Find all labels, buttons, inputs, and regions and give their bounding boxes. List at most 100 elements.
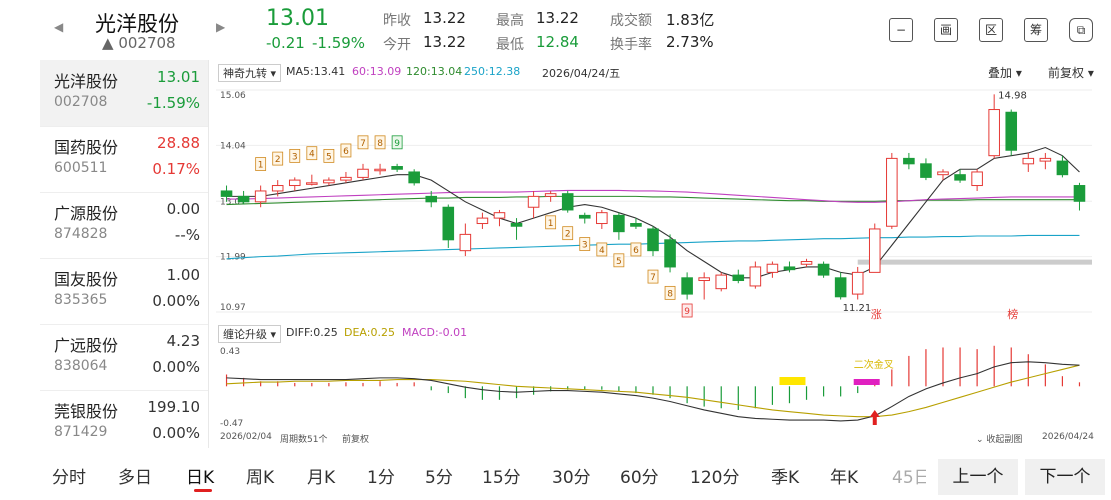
candle xyxy=(1056,155,1069,178)
watchlist-item-price: 199.10 xyxy=(147,398,201,416)
candle xyxy=(340,171,352,183)
candle-body xyxy=(1039,157,1052,162)
period-tab[interactable]: 分时 xyxy=(52,468,86,488)
chips-icon[interactable]: 筹 xyxy=(1024,18,1048,42)
watchlist-item-code: 874828 xyxy=(54,226,108,242)
candle-body xyxy=(664,239,676,268)
period-tab[interactable]: 60分 xyxy=(620,468,659,488)
period-tab[interactable]: 1分 xyxy=(367,468,395,488)
period-tab[interactable]: 45日 xyxy=(892,468,926,488)
stock-name: 光洋股份 xyxy=(95,12,179,36)
ma120-label: 120:13.04 xyxy=(406,65,463,78)
candle xyxy=(698,272,710,300)
watchlist-item-price: 13.01 xyxy=(157,68,200,86)
period-tabs: 分时 多日 日K 周K 月K 1分 5分 15分 30分 60分 120分 季K 年K 45日 上一个 下一个 xyxy=(40,455,1111,500)
watchlist-item[interactable]: 光洋股份 002708 13.01 -1.59% xyxy=(40,60,208,127)
watchlist-item-name: 国友股份 xyxy=(54,270,119,289)
indicator-select[interactable]: 神奇九转 ▾ xyxy=(218,64,282,82)
nine-turn-bottom-num: 1 xyxy=(548,219,554,229)
candle xyxy=(715,272,728,292)
watchlist-item[interactable]: 莞银股份 871429 199.10 0.00% xyxy=(40,390,208,456)
watchlist-item[interactable]: 广远股份 838064 4.23 0.00% xyxy=(40,324,208,391)
prev-stock-button[interactable]: 上一个 xyxy=(938,459,1018,495)
period-tab[interactable]: 30分 xyxy=(552,468,591,488)
next-stock-button[interactable]: 下一个 xyxy=(1025,459,1105,495)
overlay-dropdown[interactable]: 叠加 ▾ xyxy=(988,66,1022,80)
candle-body xyxy=(306,182,318,185)
stat-label: 最高 xyxy=(496,13,524,29)
candle xyxy=(510,218,523,240)
period-tab[interactable]: 5分 xyxy=(425,468,453,488)
period-tab[interactable]: 周K xyxy=(246,468,275,488)
candle-body xyxy=(698,277,710,282)
candle-body xyxy=(1073,185,1086,202)
watchlist-item-code: 002708 xyxy=(54,94,108,110)
interval-icon[interactable]: 区 xyxy=(979,18,1003,42)
candle xyxy=(630,218,642,229)
period-tab[interactable]: 120分 xyxy=(690,468,740,488)
adjust-dropdown[interactable]: 前复权 ▾ xyxy=(1048,66,1094,80)
period-tab[interactable]: 月K xyxy=(307,468,336,488)
lower-indicator-select[interactable]: 缠论升级 ▾ xyxy=(218,325,282,343)
diff-line xyxy=(226,361,1080,422)
candle xyxy=(374,163,386,175)
stat-label: 换手率 xyxy=(610,37,652,53)
nine-turn-top-num: 1 xyxy=(258,161,264,171)
minus-icon[interactable]: − xyxy=(889,18,913,42)
stat-value: 13.22 xyxy=(423,33,466,51)
nine-turn-bottom-num: 3 xyxy=(582,241,588,251)
next-stock-arrow-icon[interactable]: ▶ xyxy=(216,20,226,34)
watchlist-item[interactable]: 国友股份 835365 1.00 0.00% xyxy=(40,258,208,325)
draw-icon[interactable]: 画 xyxy=(934,18,958,42)
nine-turn-top-box xyxy=(323,148,335,163)
macd-chart[interactable]: 0.43 -0.47 二次金叉 xyxy=(216,342,1092,430)
device-switch-icon[interactable]: ⧉ xyxy=(1069,18,1093,42)
price-change-pct: -1.59% xyxy=(312,34,366,52)
stat-label: 最低 xyxy=(496,37,524,53)
nine-turn-bottom-box xyxy=(647,269,659,284)
collapse-subchart-button[interactable]: ⌄ 收起副图 xyxy=(976,435,1023,445)
candle-body xyxy=(340,176,352,181)
candle-body xyxy=(732,274,745,282)
watchlist-item-change: 0.00% xyxy=(152,358,200,376)
nine-turn-top-box xyxy=(391,135,403,150)
period-tab[interactable]: 15分 xyxy=(482,468,521,488)
candle-body xyxy=(561,193,574,211)
candle xyxy=(937,169,949,181)
macd-label: MACD:-0.01 xyxy=(402,326,468,339)
signal-marker-yellow xyxy=(779,377,806,385)
watchlist-item-name: 国药股份 xyxy=(54,138,119,157)
prev-stock-arrow-icon[interactable]: ◀ xyxy=(54,20,64,34)
stat-value: 12.84 xyxy=(536,33,579,51)
candle xyxy=(323,177,335,186)
period-tab[interactable]: 多日 xyxy=(118,468,152,488)
candle-body xyxy=(630,223,642,227)
nine-turn-top-num: 3 xyxy=(292,152,298,162)
kline-chart[interactable]: 15.06 14.04 13.01 11.99 10.97 1 2 3 4 5 6 7 8 9 1 2 3 4 5 6… xyxy=(216,82,1092,322)
watchlist-item-change: 0.00% xyxy=(152,424,200,442)
candle-body xyxy=(544,193,557,197)
watchlist-item-price: 28.88 xyxy=(157,134,200,152)
watchlist-item[interactable]: 广源股份 874828 0.00 --% xyxy=(40,192,208,259)
candle xyxy=(442,204,455,248)
watchlist-item-change: --% xyxy=(174,226,200,244)
candle xyxy=(681,272,693,300)
candle xyxy=(271,180,284,197)
period-tab[interactable]: 日K xyxy=(186,468,215,488)
chart-date: 2026/04/24/五 xyxy=(542,67,621,80)
watchlist-item-code: 600511 xyxy=(54,160,108,176)
period-tab[interactable]: 季K xyxy=(771,468,800,488)
candle-body xyxy=(510,223,523,227)
candle xyxy=(1005,109,1018,156)
candle-body xyxy=(971,171,983,187)
watchlist-item[interactable]: 国药股份 600511 28.88 0.17% xyxy=(40,126,208,193)
nine-turn-top-num: 9 xyxy=(394,139,400,149)
candle-body xyxy=(254,190,267,203)
period-tab[interactable]: 年K xyxy=(830,468,859,488)
watchlist-item-price: 1.00 xyxy=(166,266,200,284)
candle xyxy=(408,169,420,186)
nine-turn-bottom-box xyxy=(579,237,591,251)
end-date: 2026/04/24 xyxy=(1042,432,1094,442)
candle-body xyxy=(937,171,949,176)
active-tab-underline xyxy=(194,489,212,492)
